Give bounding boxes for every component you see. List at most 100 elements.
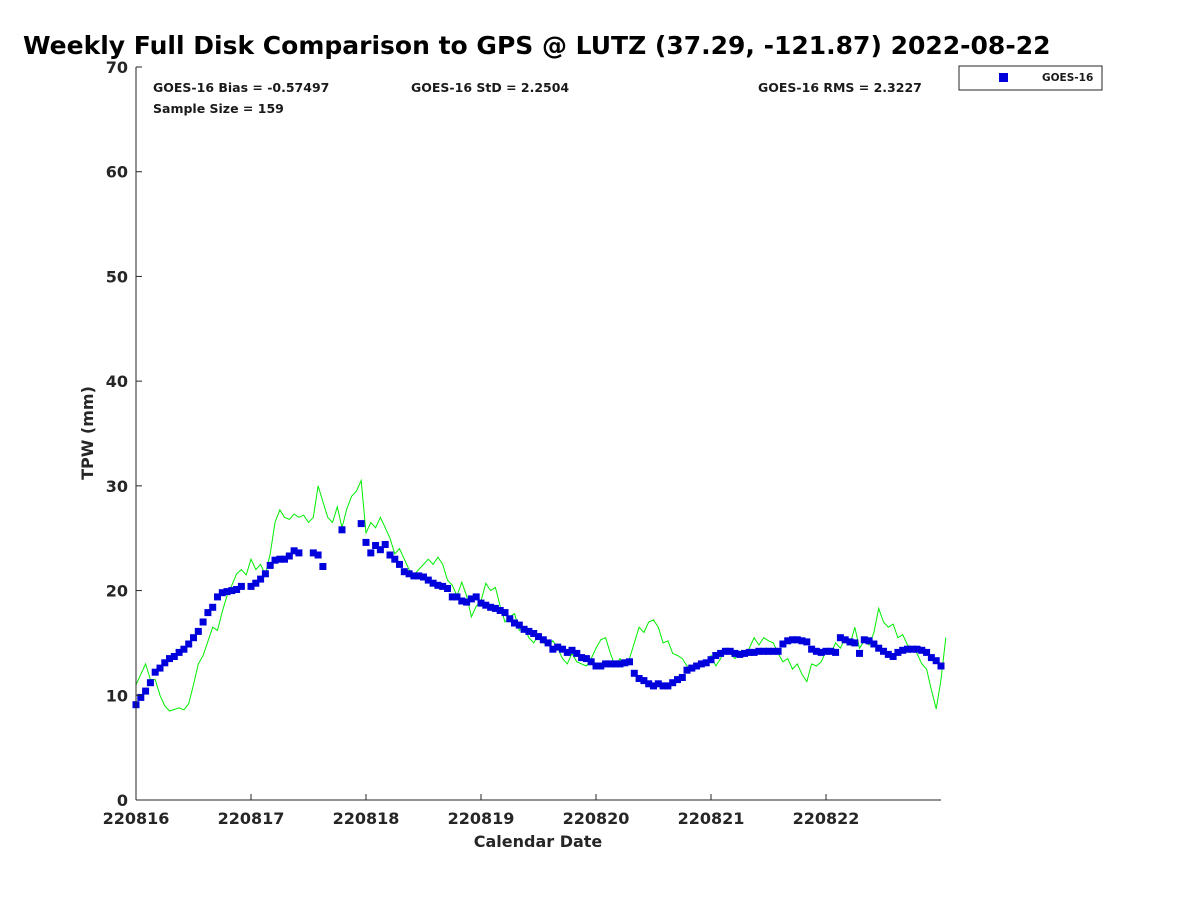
- goes16-point: [166, 655, 173, 663]
- goes16-point: [439, 582, 447, 590]
- goes16-point: [789, 636, 796, 644]
- goes16-point: [674, 676, 681, 684]
- y-tick-label: 0: [117, 791, 128, 810]
- x-tick-label: 220821: [678, 809, 745, 828]
- goes16-point: [463, 598, 471, 606]
- goes16-point: [319, 563, 327, 570]
- goes16-point: [214, 593, 221, 601]
- goes16-point: [856, 649, 863, 657]
- goes16-point: [894, 648, 902, 656]
- goes16-point: [520, 625, 528, 633]
- goes16-point: [539, 636, 547, 644]
- goes16-point: [252, 579, 260, 587]
- goes16-point: [209, 603, 217, 611]
- goes16-point: [817, 648, 825, 656]
- goes16-point: [741, 649, 748, 657]
- goes16-point: [812, 647, 820, 655]
- goes16-point: [592, 662, 600, 670]
- goes16-point: [515, 621, 523, 629]
- goes16-point: [396, 560, 403, 568]
- goes16-point: [913, 645, 921, 653]
- goes16-point: [875, 644, 883, 652]
- goes16-point: [640, 677, 648, 685]
- goes16-point: [415, 572, 423, 580]
- goes16-point: [693, 662, 701, 670]
- goes16-point: [381, 541, 389, 548]
- goes16-point: [736, 650, 744, 658]
- goes16-point: [261, 570, 269, 578]
- legend-marker: [999, 73, 1008, 82]
- goes16-point: [611, 660, 619, 668]
- goes16-point: [688, 664, 696, 672]
- x-ticks: 220816 220817 220818 220819 220820 220821 2208…: [103, 794, 860, 828]
- legend: GOES-16: [958, 65, 1103, 91]
- goes16-point: [420, 573, 427, 581]
- goes16-point: [491, 604, 499, 612]
- goes16-point: [697, 660, 705, 668]
- goes16-point: [578, 654, 586, 662]
- goes16-point: [779, 640, 787, 648]
- y-tick-label: 10: [106, 686, 128, 705]
- goes16-point: [175, 648, 183, 656]
- goes16-point: [664, 682, 672, 690]
- goes16-point: [904, 645, 911, 653]
- goes16-point: [549, 645, 557, 653]
- goes16-point: [630, 669, 638, 677]
- goes16-point: [410, 572, 418, 580]
- legend-label: GOES-16: [1042, 72, 1093, 84]
- x-tick-label: 220820: [563, 809, 630, 828]
- goes16-point: [170, 653, 178, 660]
- goes16-point: [808, 645, 816, 653]
- goes16-point: [597, 662, 605, 670]
- goes16-point: [822, 647, 830, 655]
- goes16-point: [338, 526, 346, 534]
- gps-tpw-line: [135, 478, 947, 712]
- goes16-point: [654, 680, 662, 688]
- goes16-point: [257, 575, 265, 583]
- goes16-point: [851, 639, 859, 647]
- goes16-point: [146, 679, 154, 687]
- goes16-point: [233, 586, 241, 593]
- goes16-point: [927, 654, 935, 662]
- goes16-point: [161, 659, 169, 667]
- goes16-point: [645, 680, 653, 688]
- goes16-point: [841, 636, 849, 644]
- goes16-point: [626, 658, 633, 666]
- goes16-point: [199, 618, 207, 626]
- goes16-point: [602, 660, 610, 668]
- goes16-point: [621, 659, 629, 667]
- goes16-point: [712, 652, 720, 659]
- goes16-point: [836, 634, 844, 642]
- goes16-point: [472, 593, 480, 601]
- goes16-point: [717, 649, 725, 657]
- goes16-point: [482, 601, 490, 609]
- x-tick-label: 220817: [218, 809, 285, 828]
- goes16-point: [228, 587, 236, 595]
- x-tick-label: 220822: [793, 809, 860, 828]
- y-tick-label: 50: [106, 267, 128, 286]
- goes16-point: [765, 647, 772, 655]
- y-tick-label: 20: [106, 582, 128, 601]
- goes16-point: [487, 603, 495, 611]
- y-ticks: 0 10 20 30 40 50 60 70: [106, 58, 142, 810]
- goes16-point: [870, 640, 878, 648]
- goes16-point: [760, 647, 768, 655]
- goes16-point: [400, 568, 408, 576]
- goes16-point: [357, 520, 365, 528]
- goes16-point: [721, 647, 729, 655]
- goes16-point: [554, 643, 562, 651]
- goes16-point: [391, 555, 399, 563]
- goes16-point: [544, 639, 552, 647]
- goes16-point: [616, 660, 624, 668]
- goes16-point: [185, 640, 193, 648]
- goes16-point: [467, 595, 475, 603]
- goes16-point: [880, 647, 887, 655]
- goes16-point: [376, 546, 384, 554]
- goes16-point: [899, 646, 907, 654]
- x-tick-label: 220816: [103, 809, 170, 828]
- goes16-point: [827, 647, 835, 655]
- goes16-point: [372, 542, 380, 549]
- goes16-point: [606, 660, 614, 668]
- goes16-point: [180, 645, 188, 653]
